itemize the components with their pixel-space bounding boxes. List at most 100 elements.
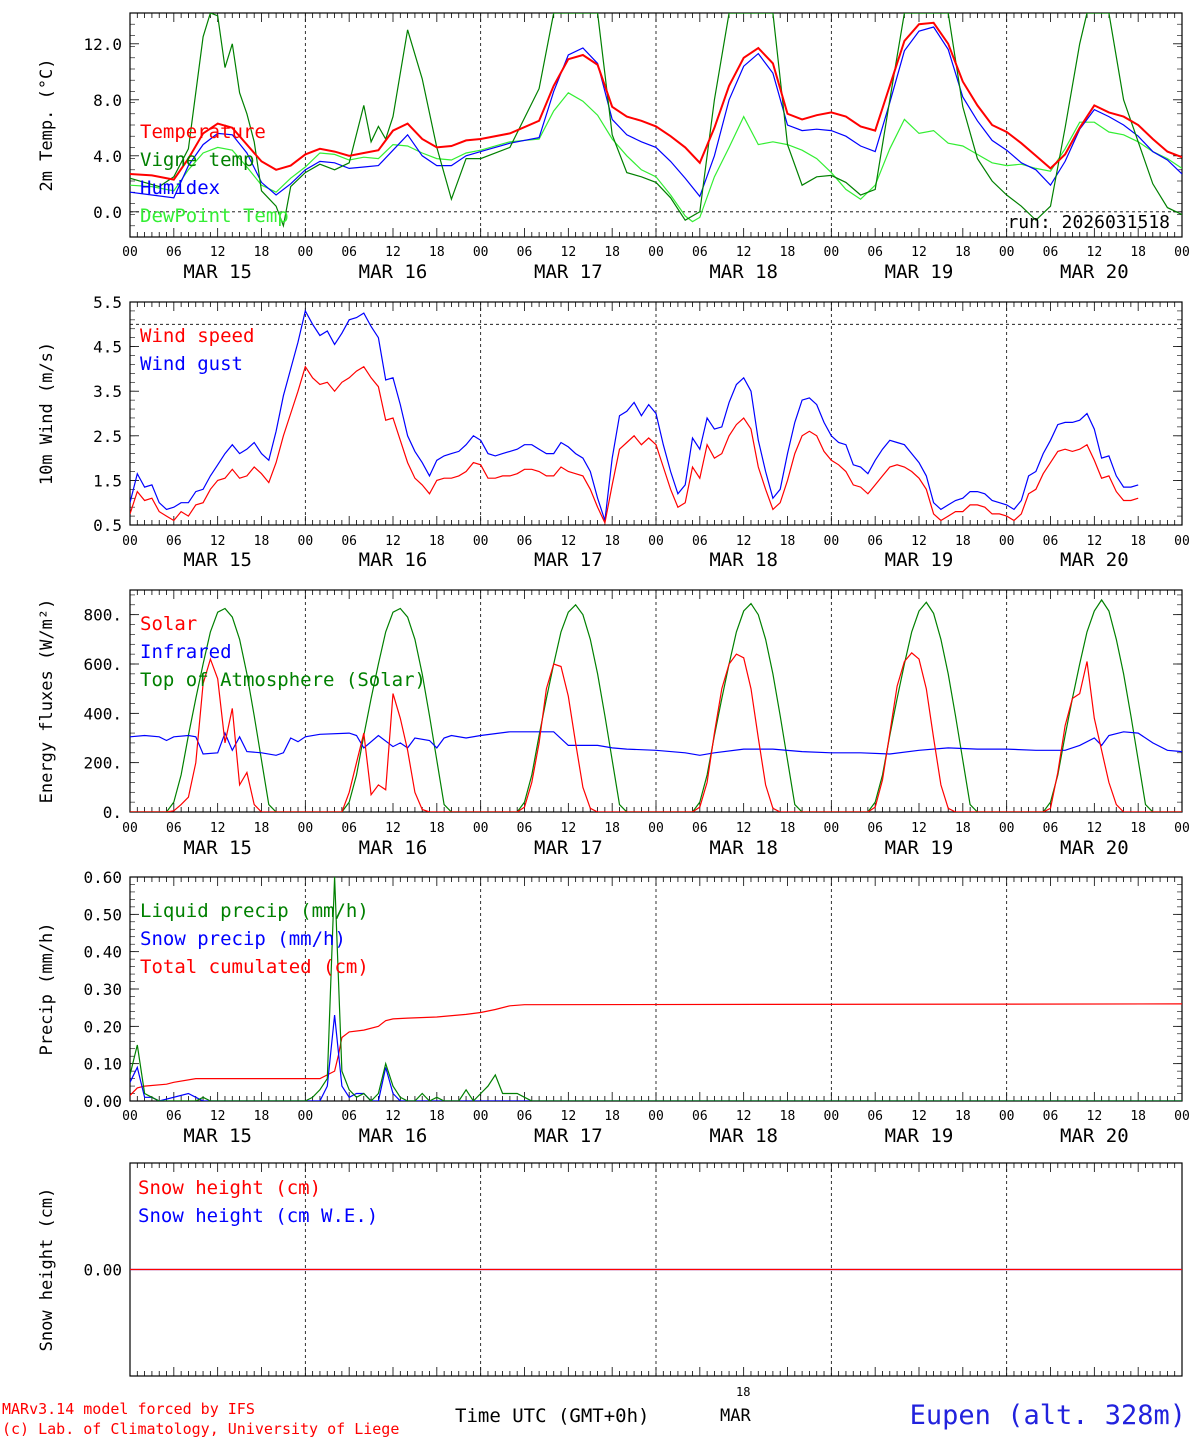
day-label: MAR 19 (885, 837, 954, 859)
station-name: Eupen (alt. 328m) (909, 1400, 1186, 1431)
legend-entry: Infrared (140, 641, 232, 663)
x-tick-label: 06 (1043, 1109, 1059, 1124)
legend-entry: Humidex (140, 177, 220, 199)
day-label: MAR 15 (183, 837, 252, 859)
x-tick-label: 18 (254, 534, 270, 549)
series-wind-speed (130, 365, 1139, 525)
x-tick-label: 06 (341, 534, 357, 549)
x-tick-label: 00 (122, 245, 138, 260)
x-tick-label: 00 (999, 534, 1015, 549)
y-tick-label: 0.30 (83, 980, 122, 999)
x-tick-label: 18 (1130, 534, 1146, 549)
x-tick-label: 00 (122, 1109, 138, 1124)
x-tick-label: 00 (999, 1109, 1015, 1124)
center-month-label: MAR (720, 1406, 751, 1426)
x-tick-label: 06 (166, 245, 182, 260)
x-tick-label: 06 (692, 821, 708, 836)
x-tick-label: 12 (1087, 534, 1103, 549)
x-tick-label: 00 (1174, 1109, 1190, 1124)
legend-entry: Temperature (140, 121, 266, 143)
y-axis-label: Precip (mm/h) (37, 922, 57, 1055)
y-tick-label: 4.5 (93, 338, 122, 357)
legend-entry: Liquid precip (mm/h) (140, 900, 369, 922)
x-tick-label: 18 (780, 821, 796, 836)
x-tick-label: 18 (780, 534, 796, 549)
y-tick-label: 8.0 (93, 91, 122, 110)
x-tick-label: 00 (298, 821, 314, 836)
x-tick-label: 18 (254, 821, 270, 836)
x-tick-label: 12 (210, 534, 226, 549)
panel-temp: 0.0 4.0 8.0 12.0 2m Temp. (°C) 00 06 12 18 00 06 12… (37, 12, 1190, 283)
lab-credit: (c) Lab. of Climatology, University of L… (2, 1420, 400, 1438)
x-tick-label: 06 (1043, 534, 1059, 549)
x-tick-label: 12 (1087, 245, 1103, 260)
x-tick-label: 00 (1174, 821, 1190, 836)
center-day-label: 18 (736, 1385, 751, 1399)
x-tick-label: 06 (517, 245, 533, 260)
y-tick-label: 0.40 (83, 943, 122, 962)
x-tick-label: 06 (341, 245, 357, 260)
y-tick-label: 1.5 (93, 471, 122, 490)
x-tick-label: 00 (473, 1109, 489, 1124)
x-tick-label: 00 (999, 245, 1015, 260)
y-axis-label: Energy fluxes (W/m²) (37, 599, 57, 804)
x-tick-label: 18 (1130, 821, 1146, 836)
x-tick-label: 00 (648, 245, 664, 260)
y-tick-label: 0.20 (83, 1017, 122, 1036)
x-tick-label: 06 (867, 534, 883, 549)
run-annotation: run: 2026031518 (1007, 212, 1170, 233)
y-tick-label: 0.10 (83, 1055, 122, 1074)
y-tick-label: 4.0 (93, 147, 122, 166)
day-label: MAR 20 (1060, 549, 1129, 571)
x-tick-label: 12 (210, 1109, 226, 1124)
x-tick-label: 12 (911, 534, 927, 549)
x-tick-label: 12 (1087, 1109, 1103, 1124)
x-tick-label: 18 (955, 1109, 971, 1124)
x-tick-label: 00 (122, 821, 138, 836)
x-tick-label: 18 (429, 821, 445, 836)
x-tick-label: 06 (867, 821, 883, 836)
x-tick-label: 06 (166, 1109, 182, 1124)
day-label: MAR 18 (709, 837, 778, 859)
x-tick-label: 18 (604, 1109, 620, 1124)
x-tick-label: 06 (692, 534, 708, 549)
legend-entry: Top of Atmosphere (Solar) (140, 669, 426, 691)
x-tick-label: 06 (166, 821, 182, 836)
x-tick-label: 06 (341, 821, 357, 836)
x-tick-label: 12 (385, 821, 401, 836)
x-tick-label: 00 (298, 245, 314, 260)
x-tick-label: 00 (298, 534, 314, 549)
series-solar (130, 652, 1182, 812)
x-tick-label: 00 (1174, 245, 1190, 260)
y-tick-label: 0.00 (83, 1092, 122, 1111)
y-tick-label: 5.5 (93, 293, 122, 312)
legend-entry: Vigne temp (140, 149, 254, 171)
day-label: MAR 16 (359, 261, 428, 283)
day-label: MAR 20 (1060, 261, 1129, 283)
x-tick-label: 06 (341, 1109, 357, 1124)
x-tick-label: 06 (692, 1109, 708, 1124)
x-tick-label: 18 (1130, 245, 1146, 260)
series-liquid-precip-mm-h- (130, 877, 1182, 1101)
day-label: MAR 15 (183, 261, 252, 283)
y-tick-label: 0.60 (83, 868, 122, 887)
series-temperature (130, 21, 1182, 181)
x-tick-label: 06 (517, 1109, 533, 1124)
x-tick-label: 12 (561, 1109, 577, 1124)
legend-entry: Wind gust (140, 353, 243, 375)
x-tick-label: 00 (824, 534, 840, 549)
day-label: MAR 20 (1060, 837, 1129, 859)
model-credit: MARv3.14 model forced by IFS (2, 1400, 255, 1418)
legend-entry: DewPoint Temp (140, 205, 289, 227)
x-tick-label: 18 (955, 534, 971, 549)
y-axis-label: 2m Temp. (°C) (37, 58, 57, 191)
x-tick-label: 12 (561, 534, 577, 549)
day-label: MAR 19 (885, 261, 954, 283)
series-total-cumulated-cm- (130, 1003, 1182, 1096)
y-tick-label: 400. (83, 704, 122, 723)
x-tick-label: 12 (736, 1109, 752, 1124)
legend-entry: Solar (140, 613, 197, 635)
day-label: MAR 16 (359, 1125, 428, 1147)
x-tick-label: 18 (254, 1109, 270, 1124)
